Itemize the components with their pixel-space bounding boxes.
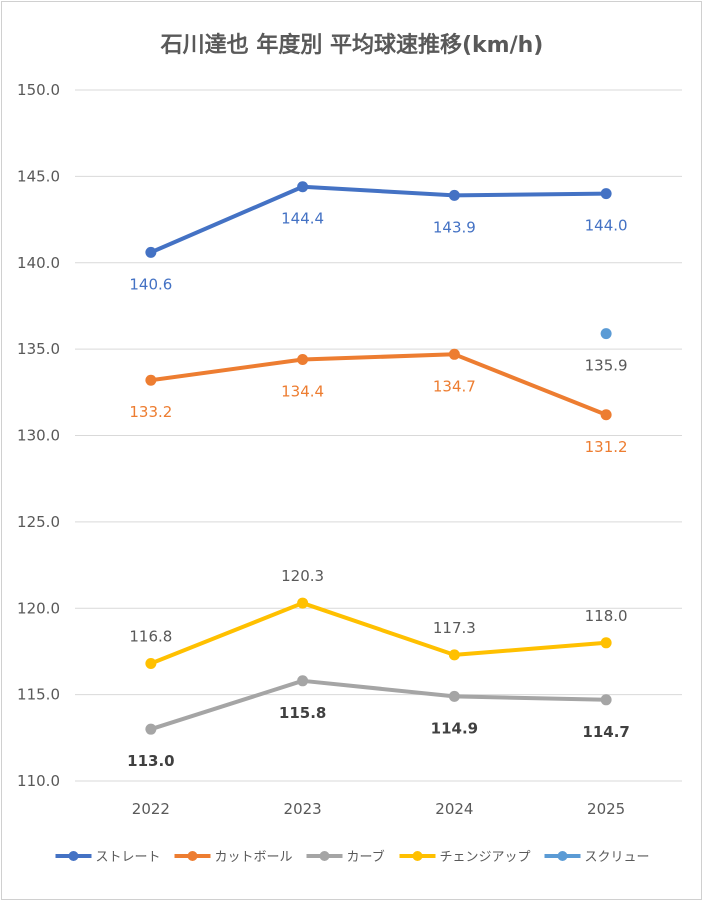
y-tick-label: 120.0 [17, 599, 60, 617]
data-label: 143.9 [433, 218, 476, 236]
legend-marker [412, 851, 423, 861]
series-line [148, 678, 609, 732]
data-point [448, 649, 460, 661]
series-3: 116.8 120.3 117.3 118.0 [129, 567, 628, 670]
legend-item: チェンジアップ [399, 850, 531, 865]
data-label: 114.9 [431, 719, 478, 737]
data-point [600, 188, 612, 200]
y-tick-label: 150.0 [17, 81, 60, 99]
data-point [600, 409, 612, 421]
legend-item: カットボール [174, 850, 293, 865]
legend: ストレート カットボール カーブ チェンジアップ スクリュー [55, 849, 650, 865]
legend-item: ストレート [55, 850, 161, 865]
y-tick-label: 125.0 [17, 513, 60, 531]
data-label: 116.8 [129, 628, 172, 646]
data-label: 144.4 [281, 210, 324, 228]
legend-item: スクリュー [544, 850, 650, 865]
series-line [148, 352, 609, 417]
legend-label: カットボール [215, 850, 293, 865]
x-axis-ticks: 2022 2023 2024 2025 [132, 800, 625, 818]
data-point [448, 348, 460, 360]
legend-marker [319, 851, 330, 861]
y-tick-label: 110.0 [17, 772, 60, 790]
series-1: 133.2 134.4 134.7 131.2 [129, 348, 628, 456]
x-tick-label: 2022 [132, 800, 170, 818]
y-tick-label: 145.0 [17, 167, 60, 185]
data-label: 114.7 [582, 723, 629, 741]
data-point [297, 353, 309, 365]
data-label: 140.6 [129, 275, 172, 293]
legend-label: チェンジアップ [440, 850, 531, 865]
x-tick-label: 2024 [435, 800, 473, 818]
data-point [145, 374, 157, 386]
data-label: 120.3 [281, 567, 324, 585]
series-2: 113.0 115.8 114.9 114.7 [127, 675, 630, 770]
data-label: 144.0 [585, 217, 628, 235]
series-0: 140.6 144.4 143.9 144.0 [129, 181, 628, 293]
series-group: 140.6 144.4 143.9 144.0 133.2 134.4 134.7 131.2… [127, 181, 630, 770]
chart-title: 石川達也 年度別 平均球速推移(km/h) [160, 32, 544, 58]
legend-marker [68, 851, 79, 861]
data-point [448, 690, 460, 702]
data-point [297, 675, 309, 687]
data-label: 113.0 [127, 752, 174, 770]
y-tick-label: 135.0 [17, 340, 60, 358]
data-label: 115.8 [279, 704, 326, 722]
data-label: 134.4 [281, 382, 324, 400]
series-line [148, 601, 609, 666]
data-label: 134.7 [433, 377, 476, 395]
data-point [600, 328, 612, 340]
y-tick-label: 140.0 [17, 254, 60, 272]
y-axis-ticks: 110.0 115.0 120.0 125.0 130.0 135.0 140.0 145.0… [17, 81, 60, 790]
series-4: 135.9 [585, 328, 628, 375]
legend-marker [187, 851, 198, 861]
data-point [145, 658, 157, 670]
y-tick-label: 130.0 [17, 427, 60, 445]
data-label: 135.9 [585, 357, 628, 375]
legend-label: スクリュー [585, 850, 650, 865]
data-point [145, 246, 157, 258]
data-point [297, 181, 309, 193]
x-tick-label: 2025 [587, 800, 625, 818]
data-label: 131.2 [585, 438, 628, 456]
data-label: 118.0 [585, 607, 628, 625]
data-point [297, 597, 309, 609]
data-label: 133.2 [129, 403, 172, 421]
data-point [448, 189, 460, 201]
data-point [600, 694, 612, 706]
legend-label: カーブ [347, 849, 385, 865]
legend-marker [557, 851, 568, 861]
legend-label: ストレート [96, 850, 161, 865]
series-line [148, 184, 609, 255]
y-tick-label: 115.0 [17, 686, 60, 704]
data-point [600, 637, 612, 649]
x-tick-label: 2023 [284, 800, 322, 818]
gridlines [75, 89, 682, 782]
data-label: 117.3 [433, 619, 476, 637]
data-point [145, 723, 157, 735]
legend-item: カーブ [306, 849, 385, 865]
